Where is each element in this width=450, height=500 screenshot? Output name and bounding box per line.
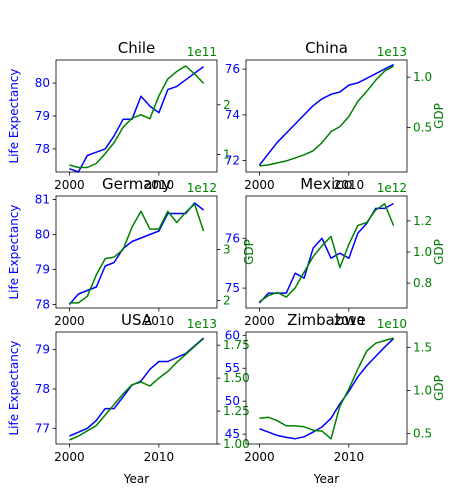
left-tick-label: 72 xyxy=(225,154,240,168)
life-expectancy-line xyxy=(69,337,205,437)
plot-frame xyxy=(245,59,408,173)
left-tick-label: 79 xyxy=(35,343,50,357)
x-tick-label: 2000 xyxy=(54,314,85,328)
right-tick-label: 1.75 xyxy=(223,338,250,352)
left-tick-label: 45 xyxy=(225,427,240,441)
x-tick-label: 2000 xyxy=(54,450,85,464)
right-tick-label: 1.0 xyxy=(413,70,432,84)
left-tick-label: 80 xyxy=(35,228,50,242)
gdp-offset-label: 1e11 xyxy=(187,45,217,59)
x-tick-label: 2000 xyxy=(54,178,85,192)
right-tick-label: 0.5 xyxy=(413,427,432,441)
right-tick-label: 0.8 xyxy=(413,276,432,290)
plot-frame xyxy=(55,331,218,445)
year-axis-label: Year xyxy=(313,472,339,486)
left-tick-label: 79 xyxy=(35,263,50,277)
plot-frame xyxy=(55,195,218,309)
left-tick-label: 74 xyxy=(225,108,240,122)
gdp-line xyxy=(69,203,205,304)
gdp-offset-label: 1e13 xyxy=(377,45,407,59)
left-tick-label: 78 xyxy=(35,382,50,396)
subplot-china: China 2000 2010 72 74 76 0.5 1.0 1e13 GDP xyxy=(225,39,446,192)
subplot-title: Germany xyxy=(102,175,171,193)
right-tick-label: 1.00 xyxy=(223,437,250,451)
right-tick-label: 1.25 xyxy=(223,404,250,418)
subplot-mexico: Mexico 2000 2010 75 76 0.8 1.0 1.2 1e12 GDP xyxy=(225,175,446,328)
subplot-title: Zimbabwe xyxy=(287,311,366,329)
left-tick-label: 76 xyxy=(225,231,240,245)
life-expectancy-axis-label: Life Expectancy xyxy=(7,340,21,435)
gdp-axis-label: GDP xyxy=(432,103,446,129)
left-tick-label: 80 xyxy=(35,76,50,90)
life-expectancy-axis-label: Life Expectancy xyxy=(7,68,21,163)
x-tick-label: 2010 xyxy=(334,314,365,328)
right-tick-label: 2 xyxy=(223,293,231,307)
subplot-title: Chile xyxy=(118,39,156,57)
life-expectancy-axis-label: Life Expectancy xyxy=(7,204,21,299)
left-tick-label: 75 xyxy=(225,281,240,295)
left-tick-label: 50 xyxy=(225,394,240,408)
right-tick-label: 1.50 xyxy=(223,371,250,385)
x-tick-label: 2010 xyxy=(334,178,365,192)
gdp-line xyxy=(69,65,205,169)
life-expectancy-line xyxy=(258,63,394,166)
subplot-zimbabwe: Zimbabwe 2000 2010 45 50 55 60 0.5 1.0 1.5 1e10 GDP… xyxy=(225,311,446,486)
gdp-line xyxy=(69,338,205,441)
x-tick-label: 2000 xyxy=(244,178,275,192)
gdp-line xyxy=(259,65,394,167)
subplot-chile: Chile 2000 2010 78 79 80 1 2 1e11 Life Expectancy xyxy=(7,39,231,192)
gdp-line xyxy=(259,337,394,440)
gdp-axis-label: GDP xyxy=(242,239,256,265)
subplot-germany: Germany 2000 2010 78 79 80 81 2 3 1e12 Life Expect… xyxy=(7,175,256,328)
left-tick-label: 76 xyxy=(225,62,240,76)
x-tick-label: 2010 xyxy=(144,314,175,328)
left-tick-label: 60 xyxy=(225,328,240,342)
gdp-axis-label: GDP xyxy=(432,375,446,401)
left-tick-label: 77 xyxy=(35,421,50,435)
gdp-offset-label: 1e10 xyxy=(377,317,407,331)
left-tick-label: 55 xyxy=(225,361,240,375)
left-tick-label: 81 xyxy=(35,193,50,207)
x-tick-label: 2000 xyxy=(244,450,275,464)
gdp-offset-label: 1e13 xyxy=(187,317,217,331)
right-tick-label: 1.0 xyxy=(413,245,432,259)
right-tick-label: 2 xyxy=(223,98,231,112)
gdp-axis-label: GDP xyxy=(432,239,446,265)
gdp-offset-label: 1e12 xyxy=(377,181,407,195)
gdp-offset-label: 1e12 xyxy=(187,181,217,195)
plot-frame xyxy=(245,195,408,309)
year-axis-label: Year xyxy=(123,472,149,486)
right-tick-label: 1 xyxy=(223,148,231,162)
life-expectancy-line xyxy=(68,202,205,305)
right-tick-label: 3 xyxy=(223,242,231,256)
left-tick-label: 78 xyxy=(35,142,50,156)
life-expectancy-line xyxy=(259,338,395,440)
life-expectancy-line xyxy=(258,202,394,304)
subplot-title: China xyxy=(305,39,348,57)
x-tick-label: 2010 xyxy=(334,450,365,464)
subplot-title: Mexico xyxy=(300,175,352,193)
left-tick-label: 79 xyxy=(35,109,50,123)
subplot-usa: USA 2000 2010 77 78 79 1.00 1.25 1.50 1.75 1e13 Lif… xyxy=(7,311,250,486)
x-tick-label: 2000 xyxy=(244,314,275,328)
right-tick-label: 0.5 xyxy=(413,121,432,135)
x-tick-label: 2010 xyxy=(144,178,175,192)
plot-frame xyxy=(245,331,408,445)
life-expectancy-line xyxy=(69,65,205,173)
subplot-title: USA xyxy=(121,311,153,329)
right-tick-label: 1.5 xyxy=(413,341,432,355)
right-tick-label: 1.2 xyxy=(413,214,432,228)
x-tick-label: 2010 xyxy=(144,450,175,464)
right-tick-label: 1.0 xyxy=(413,384,432,398)
left-tick-label: 78 xyxy=(35,298,50,312)
gdp-line xyxy=(258,203,395,303)
